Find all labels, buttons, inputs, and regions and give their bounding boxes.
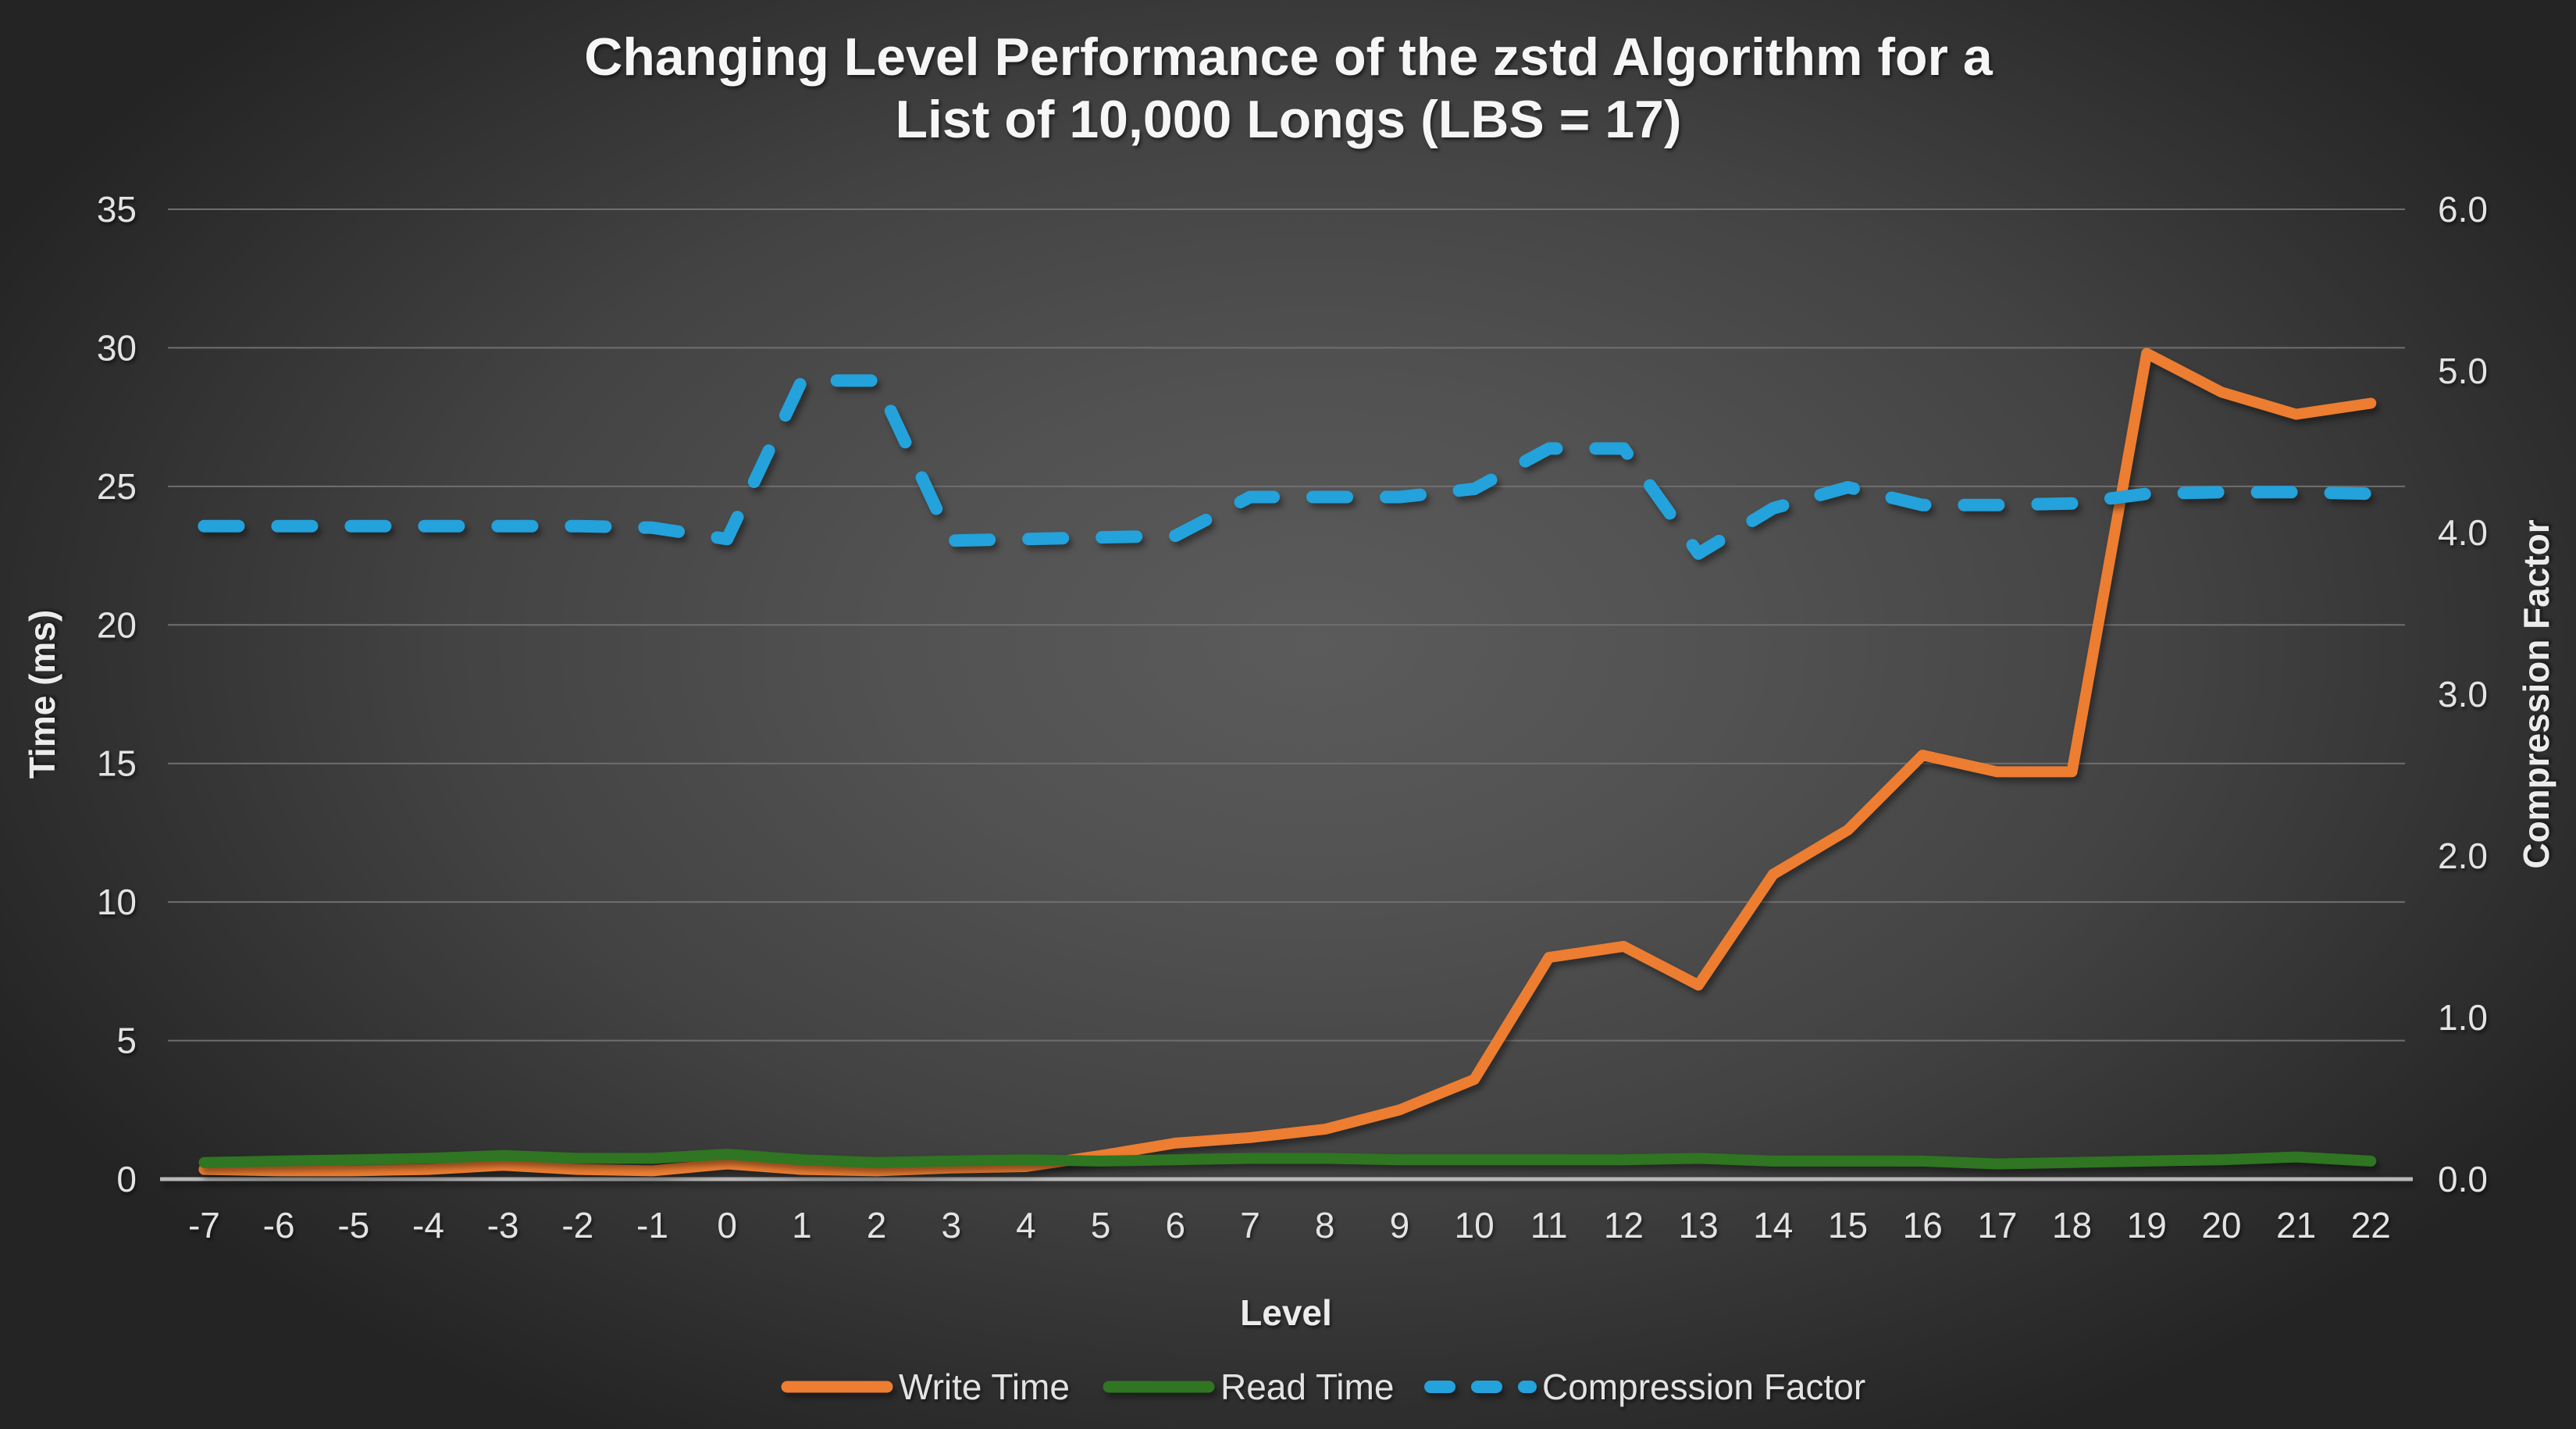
chart-title-line-1: Changing Level Performance of the zstd A…: [584, 27, 1993, 87]
x-axis-tick-label: -5: [337, 1205, 369, 1245]
x-axis-tick-label: -1: [636, 1205, 668, 1245]
x-axis-tick-label: 14: [1753, 1205, 1793, 1245]
x-axis-tick-label: 7: [1240, 1205, 1260, 1245]
y-axis-title-right: Compression Factor: [2516, 519, 2556, 868]
series-compression-factor-line: [198, 374, 2378, 560]
y-axis-left-tick-label: 20: [97, 604, 137, 645]
x-axis-tick-label: 18: [2052, 1205, 2092, 1245]
y-axis-right-tick-label: 4.0: [2438, 512, 2488, 553]
series-write-time-line: [198, 347, 2377, 1177]
x-axis-tick-label: 21: [2276, 1205, 2316, 1245]
x-axis-tick-label: 6: [1166, 1205, 1186, 1245]
y-axis-left-tick-label: 35: [97, 189, 137, 230]
chart-title-line-2: List of 10,000 Longs (LBS = 17): [895, 90, 1681, 149]
legend-label-read-time: Read Time: [1220, 1367, 1394, 1407]
x-axis-tick-label: 1: [792, 1205, 812, 1245]
x-axis-tick-label: 13: [1679, 1205, 1719, 1245]
legend: Write Time Read Time Compression Factor: [781, 1367, 1865, 1407]
x-axis-title: Level: [1240, 1292, 1332, 1333]
y-axis-title-left: Time (ms): [22, 610, 62, 779]
x-axis-tick-label: 12: [1604, 1205, 1644, 1245]
legend-label-compression-factor: Compression Factor: [1542, 1367, 1865, 1407]
x-axis-tick-label: 0: [717, 1205, 737, 1245]
y-axis-left-tick-label: 10: [97, 882, 137, 922]
x-axis-tick-label: 5: [1091, 1205, 1111, 1245]
y-axis-left-tick-label: 25: [97, 466, 137, 507]
x-axis-tick-label: -4: [412, 1205, 444, 1245]
y-axis-right-tick-label: 0.0: [2438, 1159, 2488, 1199]
x-axis-tick-label: 19: [2127, 1205, 2167, 1245]
x-axis-tick-label: -7: [188, 1205, 220, 1245]
series-read-time-line: [198, 1149, 2377, 1170]
x-axis-tick-label: -2: [561, 1205, 593, 1245]
x-axis-tick-label: 3: [942, 1205, 962, 1245]
y-axis-right-tick-label: 1.0: [2438, 997, 2488, 1038]
gridlines: [160, 208, 2413, 1181]
x-axis-tick-label: 20: [2201, 1205, 2241, 1245]
y-axis-left-tick-label: 15: [97, 743, 137, 784]
x-axis-tick-label: 15: [1828, 1205, 1868, 1245]
y-axis-right-tick-label: 3.0: [2438, 674, 2488, 714]
x-axis-tick-label: 10: [1455, 1205, 1495, 1245]
y-axis-right-tick-label: 5.0: [2438, 351, 2488, 391]
y-axis-left-tick-label: 30: [97, 327, 137, 368]
x-axis-tick-label: 22: [2351, 1205, 2391, 1245]
x-axis-tick-label: 2: [867, 1205, 887, 1245]
x-axis-tick-label: 9: [1390, 1205, 1410, 1245]
x-axis-tick-label: -6: [263, 1205, 295, 1245]
y-axis-right-tick-label: 2.0: [2438, 836, 2488, 876]
x-axis-tick-label: 17: [1977, 1205, 2017, 1245]
y-axis-left-tick-label: 0: [116, 1159, 137, 1199]
y-axis-left-tick-label: 5: [116, 1021, 137, 1061]
x-axis-tick-label: 16: [1903, 1205, 1943, 1245]
x-axis-tick-label: 8: [1315, 1205, 1335, 1245]
x-axis-tick-label: 11: [1530, 1205, 1568, 1245]
x-axis-tick-label: -3: [487, 1205, 519, 1245]
series-lines: [198, 347, 2378, 1177]
y-axis-right-tick-label: 6.0: [2438, 189, 2488, 230]
legend-label-write-time: Write Time: [899, 1367, 1070, 1407]
x-axis-tick-label: 4: [1016, 1205, 1036, 1245]
